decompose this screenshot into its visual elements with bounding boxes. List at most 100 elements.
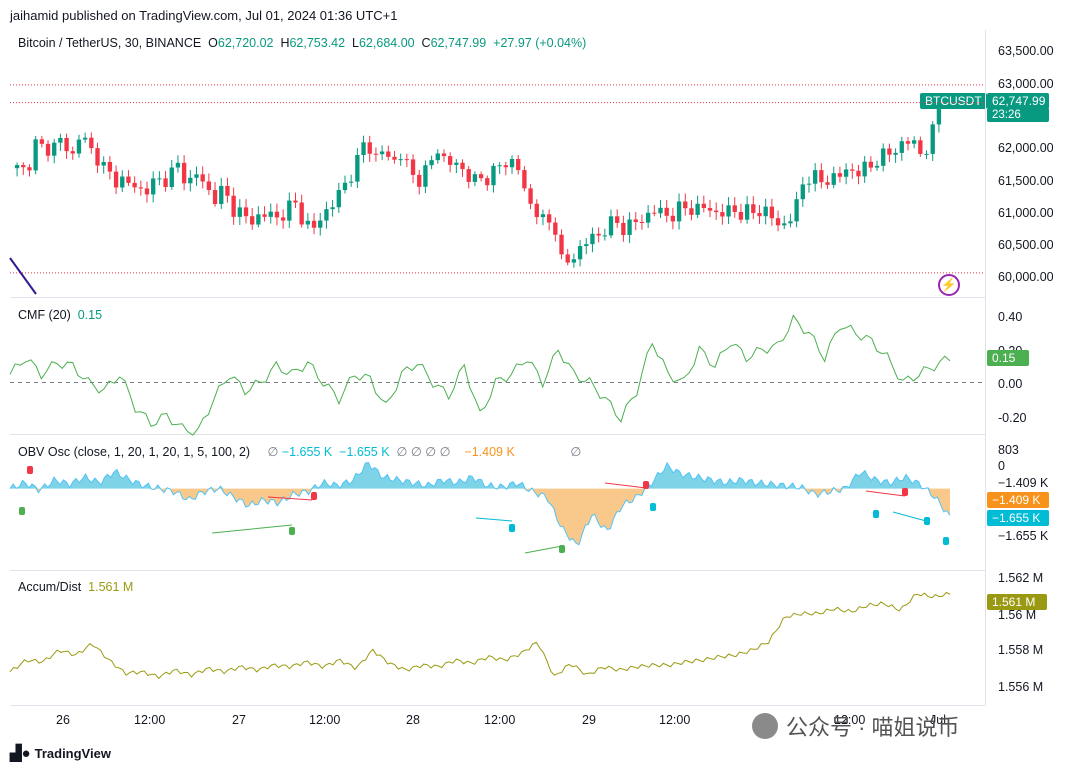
candle-body [534,203,539,218]
candle-body [652,212,657,214]
axis-divider [985,30,986,705]
divergence-line [892,511,927,522]
candle-body [683,201,688,209]
divergence-marker [509,524,515,532]
candle-body [441,153,447,157]
price-legend: Bitcoin / TetherUS, 30, BINANCE O62,720.… [18,36,587,50]
divergence-marker [19,507,25,515]
time-tick: 12:00 [309,713,341,727]
candle-body [76,139,82,154]
candle-body [64,137,69,152]
candle-body [243,207,249,217]
candle-body [231,195,236,217]
candle-body [732,205,737,212]
time-tick: 12:00 [484,713,516,727]
close-value: 62,747.99 [430,36,487,50]
candle-body [89,137,94,149]
candle-body [540,214,546,218]
time-tick: 28 [406,713,420,727]
candle-body [45,143,51,156]
divergence-marker [289,527,295,535]
candle-body [763,206,768,217]
candle-body [800,184,805,200]
candle-body [293,200,298,203]
candle-body [305,220,311,225]
candle-body [175,162,181,168]
candle-body [751,204,756,214]
candle-body [361,142,366,156]
candle-body [113,171,119,188]
high-value: 62,753.42 [289,36,346,50]
divergence-marker [27,466,33,474]
candle-body [268,211,273,217]
lightning-icon[interactable]: ⚡ [938,274,960,296]
low-value: 62,684.00 [358,36,415,50]
candle-body [367,142,372,154]
candle-body [95,148,100,166]
candle-body [262,214,267,217]
candle-body [82,137,88,140]
countdown-badge: 23:26 [987,108,1049,122]
time-tick: 27 [232,713,246,727]
candle-body [516,158,521,171]
candle-body [435,153,440,161]
cmf-badge: 0.15 [987,350,1029,366]
candle-body [701,203,706,209]
candle-body [466,169,471,182]
candle-body [707,208,713,211]
divergence-line [211,524,293,534]
candle-body [342,182,348,191]
candle-body [491,165,496,186]
tradingview-logo[interactable]: ▟● TradingView [10,745,111,762]
candle-body [157,178,162,180]
candle-body [355,155,360,182]
candle-body [485,178,490,186]
candle-body [590,233,595,245]
candle-body [200,174,205,182]
candle-body [874,165,880,168]
candle-body [893,152,898,155]
candle-body [769,206,775,219]
divergence-marker [902,488,908,496]
candle-body [720,212,725,217]
obv-negative-area [10,488,950,545]
divergence-marker [311,492,317,500]
candle-body [478,174,484,179]
obv-cyan-badge: −1.655 K [987,510,1049,526]
candle-body [843,169,849,177]
divergence-line [604,482,647,489]
candle-body [738,211,744,220]
pane-separator[interactable] [10,705,985,706]
candle-body [132,182,137,188]
candle-body [899,141,904,153]
candle-body [503,165,509,168]
candle-body [280,217,286,221]
candle-body [225,185,230,196]
pane-separator[interactable] [10,297,985,298]
divergence-line [475,517,513,522]
pane-separator[interactable] [10,434,985,435]
candle-body [324,209,329,221]
watermark: 公众号 · 喵姐说币 [752,710,960,742]
candle-body [905,141,911,144]
pane-separator[interactable] [10,570,985,571]
candle-body [299,202,304,225]
candle-body [621,222,626,235]
candle-body [454,162,459,165]
time-tick: Jul [930,713,946,727]
candle-body [144,188,150,195]
candle-body [911,140,917,144]
candle-body [311,220,317,228]
obv-tick: 0 [998,459,1005,473]
candle-body [274,211,280,218]
candle-body [806,183,812,185]
candle-body [726,205,731,217]
candle-body [528,188,533,204]
ad-tick: 1.558 M [998,643,1044,657]
candle-body [868,161,874,168]
candle-body [757,213,762,217]
candle-body [349,181,354,183]
candle-body [689,208,694,215]
candle-body [21,165,26,168]
